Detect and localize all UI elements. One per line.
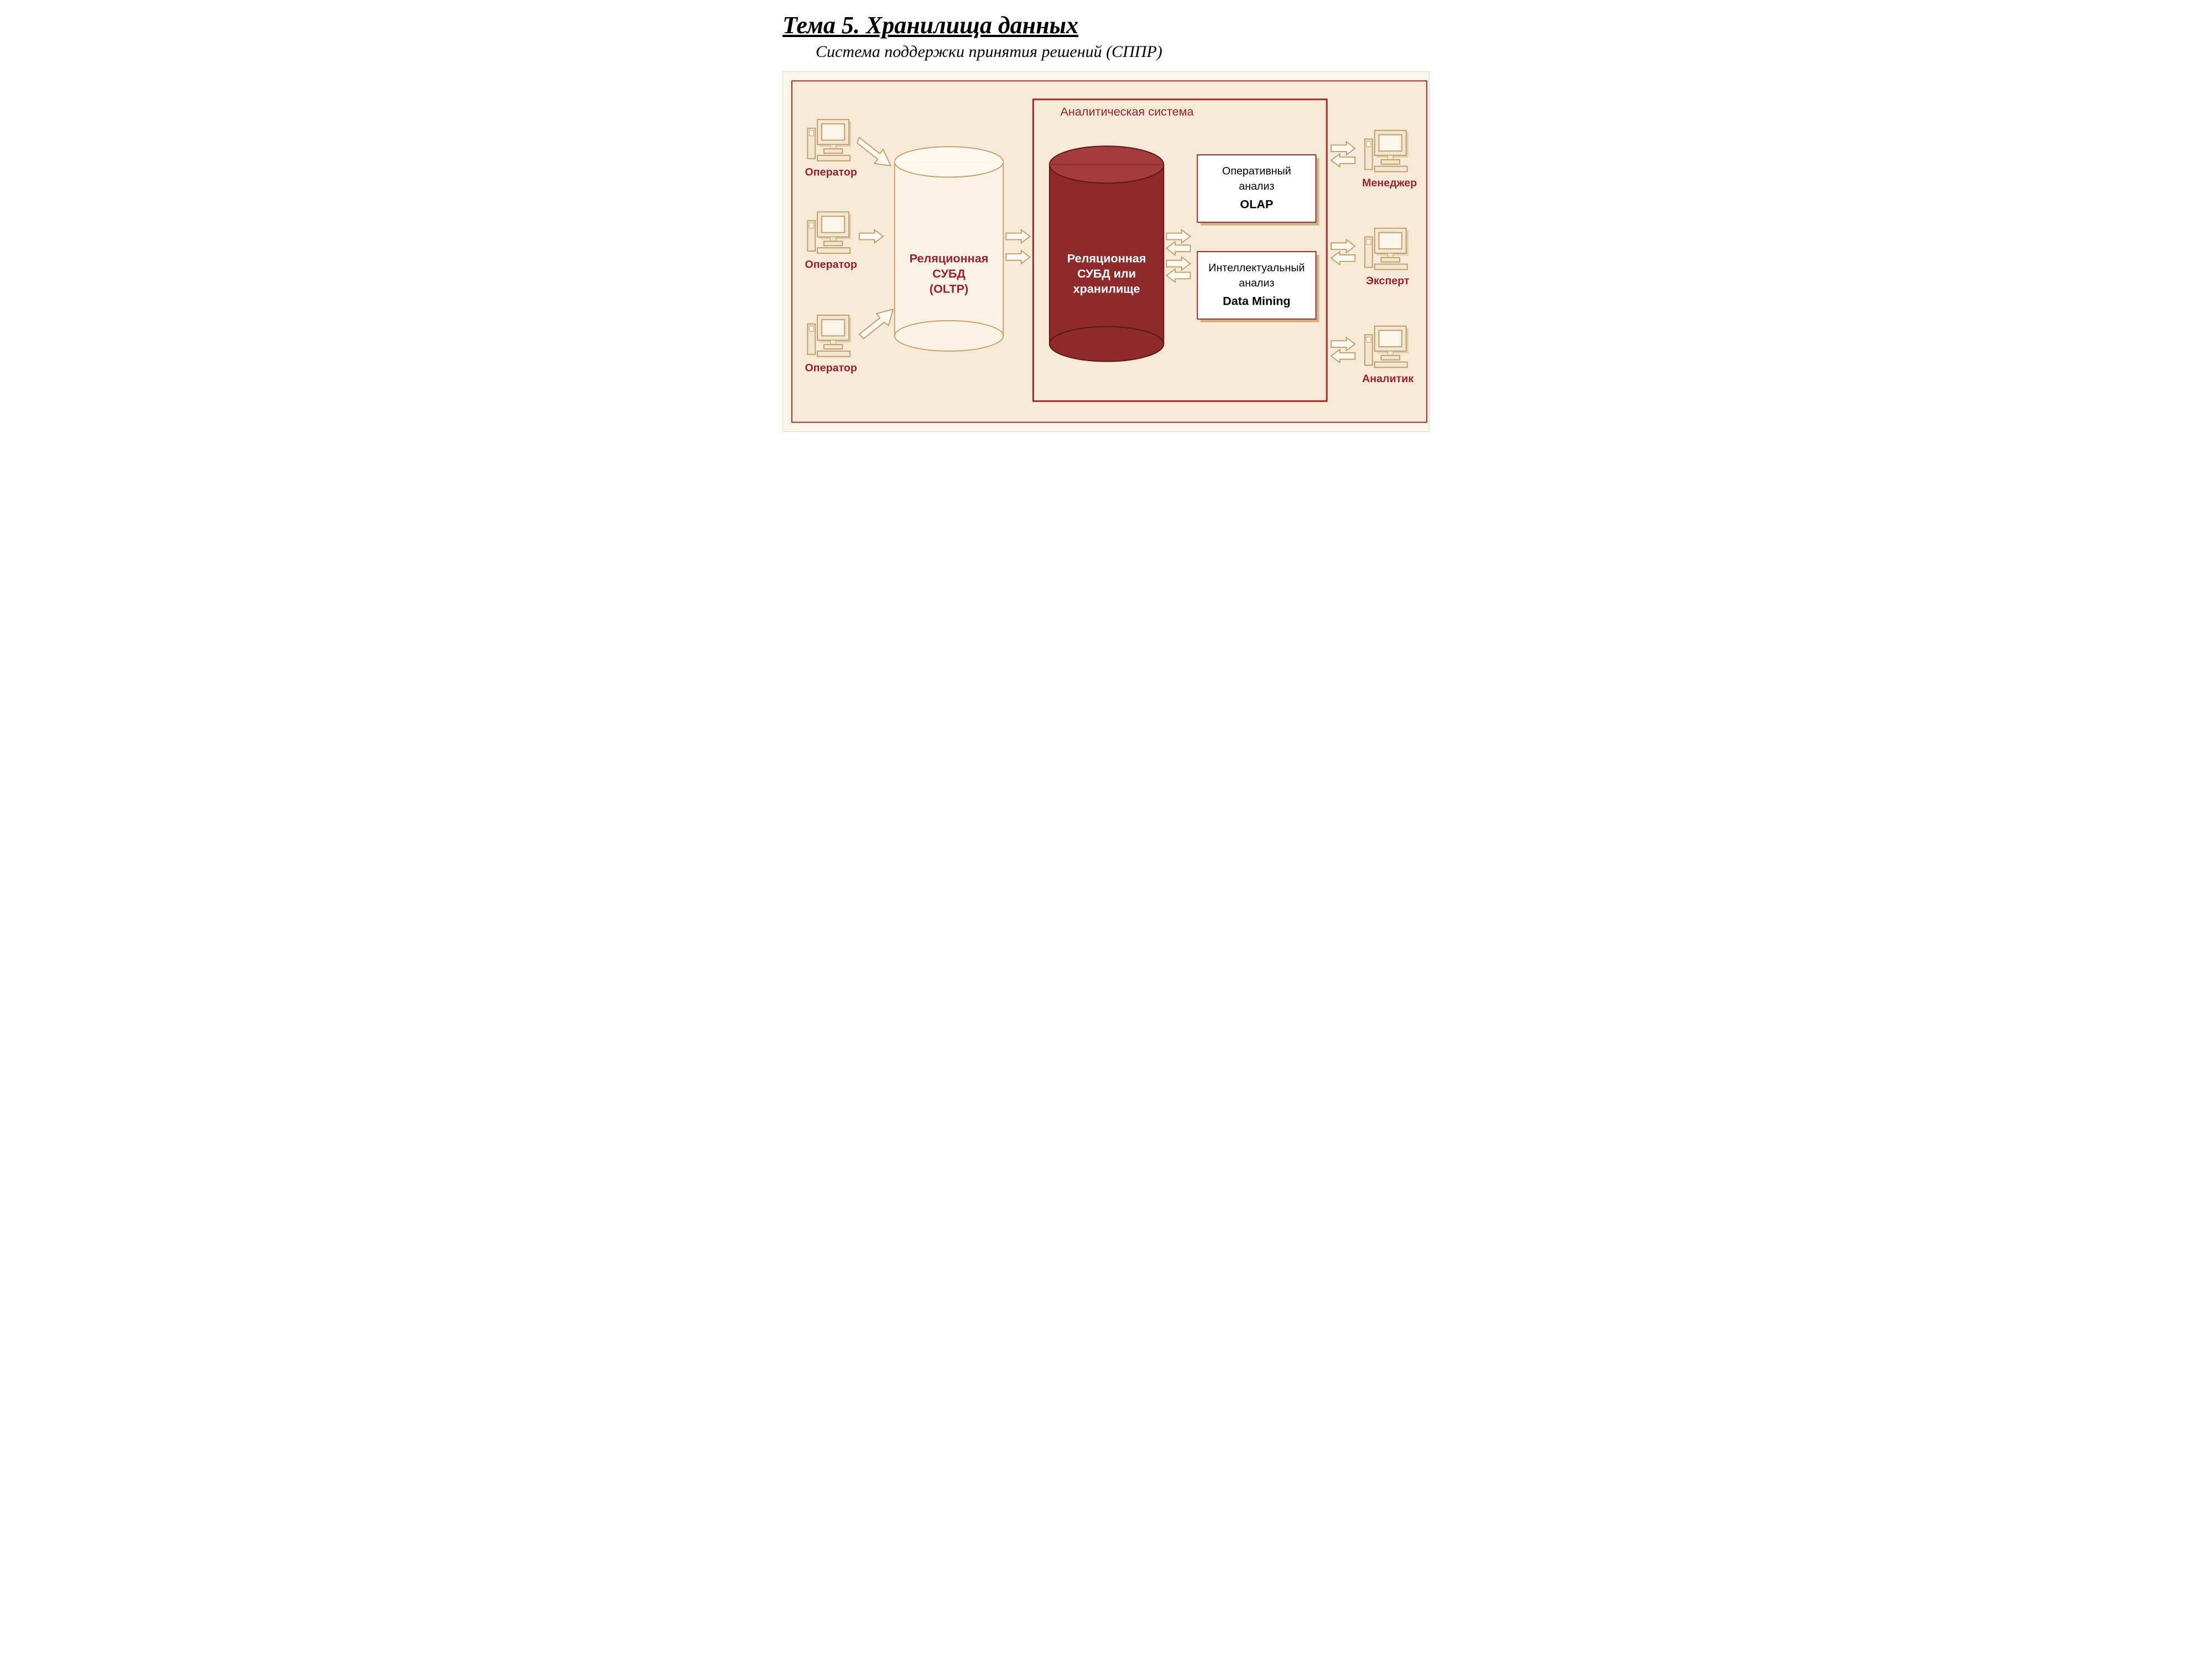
dm-line3: Data Mining <box>1223 294 1290 307</box>
olap-line3: OLAP <box>1240 197 1273 211</box>
operator-3-label: Оператор <box>805 362 857 374</box>
analyst-label: Аналитик <box>1362 373 1413 385</box>
page-title: Тема 5. Хранилища данных <box>782 11 1430 39</box>
expert-label: Эксперт <box>1366 275 1410 287</box>
olap-line2: анализ <box>1239 180 1274 192</box>
diagram-svg: Аналитическая система Оператор Оператор … <box>789 77 1430 426</box>
diagram-canvas: Аналитическая система Оператор Оператор … <box>782 71 1430 432</box>
page-subtitle: Система поддержки принятия решений (СППР… <box>816 43 1430 61</box>
oltp-label-2: СУБД <box>932 267 966 280</box>
oltp-label-3: (OLTP) <box>930 282 968 296</box>
dwh-label-2: СУБД или <box>1077 267 1136 280</box>
operator-1-label: Оператор <box>805 166 857 178</box>
oltp-cylinder <box>895 147 1004 351</box>
olap-line1: Оперативный <box>1222 165 1291 177</box>
dm-line1: Интеллектуальный <box>1208 262 1305 274</box>
oltp-label-1: Реляционная <box>910 252 989 265</box>
dwh-label-3: хранилище <box>1073 282 1140 296</box>
operator-2-label: Оператор <box>805 258 857 270</box>
analytical-frame-title: Аналитическая система <box>1061 105 1194 118</box>
manager-label: Менеджер <box>1362 177 1417 189</box>
dwh-label-1: Реляционная <box>1067 252 1146 265</box>
dm-line2: анализ <box>1239 277 1274 289</box>
